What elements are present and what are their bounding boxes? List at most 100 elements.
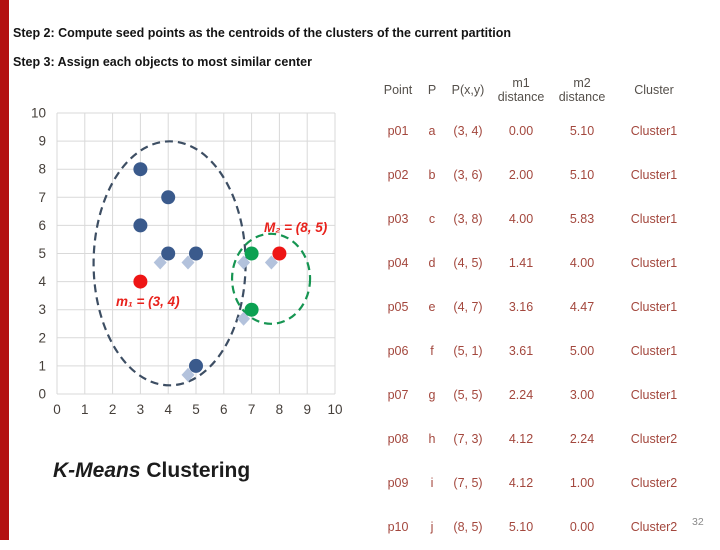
point-letter: f (430, 344, 434, 359)
m1-distance-value: 3.16 (508, 300, 534, 315)
m1-distance-label: distance (497, 90, 545, 104)
table-row: p08 h (7, 3) 4.12 2.24 Cluster2 (378, 418, 696, 462)
table-row: p03 c (3, 8) 4.00 5.83 Cluster1 (378, 198, 696, 242)
point-id: p08 (387, 432, 409, 447)
x-tick-label: 2 (109, 402, 117, 417)
table-row: p01 a (3, 4) 0.00 5.10 Cluster1 (378, 110, 696, 154)
table-row: p05 e (4, 7) 3.16 4.47 Cluster1 (378, 286, 696, 330)
kmeans-scatter-chart: 0 1 2 3 4 5 6 7 8 9 10 0 1 2 3 4 5 6 7 8 9 10 M₂ = (8, 5) m₁ … (20, 98, 365, 426)
table-row: p04 d (4, 5) 1.41 4.00 Cluster1 (378, 242, 696, 286)
col-header-m1-distance: m1 distance (490, 70, 552, 110)
step2-heading: Step 2: Compute seed points as the centr… (13, 26, 511, 40)
m2-distance-value: 5.00 (569, 344, 595, 359)
m2-distance-label: distance (558, 90, 606, 104)
diamond-marker-icon (237, 255, 251, 270)
point-id: p10 (387, 520, 409, 535)
coord-text: (4, 5) (453, 256, 483, 271)
cluster1-point (161, 190, 176, 205)
coord-text: (3, 4) (453, 124, 483, 139)
m2-distance-value: 5.10 (569, 124, 595, 139)
coord-text: (7, 3) (453, 432, 483, 447)
cluster-assignment: Cluster1 (630, 388, 678, 403)
m1-distance-value: 0.00 (508, 124, 534, 139)
point-coord: (3, 6) (446, 154, 490, 198)
m2-distance-value: 0.00 (569, 520, 595, 535)
m1-distance-value: 4.00 (508, 212, 534, 227)
cluster1-boundary-ellipse (92, 140, 247, 387)
slide-title-rest: Clustering (140, 459, 251, 482)
col-header-pxy: P(x,y) (451, 82, 485, 97)
x-tick-label: 3 (137, 402, 145, 417)
cluster-assignment: Cluster1 (630, 124, 678, 139)
page-number: 32 (692, 516, 704, 528)
table-row: p06 f (5, 1) 3.61 5.00 Cluster1 (378, 330, 696, 374)
coord-text: (3, 8) (453, 212, 483, 227)
table-row: p09 i (7, 5) 4.12 1.00 Cluster2 (378, 462, 696, 506)
coord-text: (4, 7) (453, 300, 483, 315)
point-letter: j (430, 520, 434, 535)
point-coord: (3, 4) (446, 110, 490, 154)
m2-distance-value: 3.00 (569, 388, 595, 403)
x-tick-label: 6 (220, 402, 228, 417)
y-tick-label: 0 (38, 387, 46, 402)
point-letter: e (428, 300, 436, 315)
col-header-cluster: Cluster (634, 82, 674, 97)
y-tick-label: 6 (38, 218, 46, 233)
point-coord: (7, 3) (446, 418, 490, 462)
point-id: p07 (387, 388, 409, 403)
point-letter: a (428, 124, 436, 139)
point-letter: i (430, 476, 434, 491)
y-tick-label: 4 (38, 274, 46, 289)
y-tick-label: 7 (38, 190, 46, 205)
m1-distance-value: 3.61 (508, 344, 534, 359)
y-tick-label: 1 (38, 358, 46, 373)
point-id: p06 (387, 344, 409, 359)
point-coord: (5, 1) (446, 330, 490, 374)
m1-distance-value: 5.10 (508, 520, 534, 535)
table-row: p02 b (3, 6) 2.00 5.10 Cluster1 (378, 154, 696, 198)
diamond-marker-icon (181, 255, 195, 270)
m1-distance-value: 2.00 (508, 168, 534, 183)
m2-distance-value: 5.83 (569, 212, 595, 227)
cluster2-point (244, 246, 259, 261)
y-tick-label: 10 (31, 106, 46, 121)
y-tick-label: 8 (38, 162, 46, 177)
m2-distance-value: 1.00 (569, 476, 595, 491)
table-row: p10 j (8, 5) 5.10 0.00 Cluster2 (378, 506, 696, 550)
point-id: p01 (387, 124, 409, 139)
m2-distance-value: 2.24 (569, 432, 595, 447)
table-header-row: Point P P(x,y) m1 distance m2 distance Clu… (378, 70, 696, 110)
point-letter: c (428, 212, 436, 227)
centroid-point (133, 274, 148, 289)
coord-text: (3, 6) (453, 168, 483, 183)
table-row: p07 g (5, 5) 2.24 3.00 Cluster1 (378, 374, 696, 418)
cluster1-point (133, 162, 148, 177)
diamond-marker-icon (153, 255, 167, 270)
point-id: p03 (387, 212, 409, 227)
point-coord: (4, 5) (446, 242, 490, 286)
col-header-point: Point (383, 82, 413, 97)
y-tick-label: 3 (38, 302, 46, 317)
cluster1-point (189, 246, 203, 261)
cluster-assignment: Cluster1 (630, 256, 678, 271)
diamond-marker-icon (181, 367, 195, 382)
x-tick-label: 10 (327, 402, 342, 417)
point-id: p05 (387, 300, 409, 315)
m2-header-label: m2 (573, 75, 591, 90)
point-coord: (7, 5) (446, 462, 490, 506)
m1-centroid-label: m₁ = (3, 4) (116, 294, 180, 309)
col-header-p: P (427, 82, 437, 97)
cluster2-boundary-ellipse (230, 232, 312, 325)
coord-text: (5, 1) (453, 344, 483, 359)
m1-distance-value: 1.41 (508, 256, 534, 271)
point-coord: (3, 8) (446, 198, 490, 242)
cluster1-point (161, 246, 176, 261)
cluster-assignment: Cluster1 (630, 344, 678, 359)
m1-distance-value: 4.12 (508, 432, 534, 447)
m1-distance-value: 4.12 (508, 476, 534, 491)
x-tick-label: 4 (164, 402, 172, 417)
cluster-assignment: Cluster1 (630, 168, 678, 183)
centroid-point (272, 246, 287, 261)
y-tick-label: 5 (38, 246, 46, 261)
cluster-assignment: Cluster1 (630, 300, 678, 315)
